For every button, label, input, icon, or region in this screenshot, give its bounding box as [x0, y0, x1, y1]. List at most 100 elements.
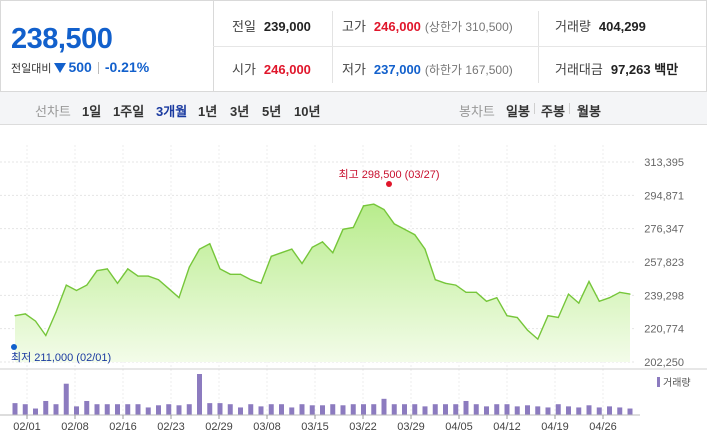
- price-point: [106, 268, 108, 270]
- volume-bar: [391, 404, 397, 415]
- volume-bar: [104, 404, 110, 415]
- low-price: 저가 237,000 (하한가 167,500): [342, 59, 513, 78]
- price-point: [588, 280, 590, 283]
- volume-bar: [53, 404, 59, 415]
- x-tick-label: 03/29: [397, 421, 425, 433]
- price-point: [229, 273, 231, 275]
- price-point: [75, 289, 78, 292]
- trade-amount: 거래대금 97,263 백만: [555, 59, 678, 78]
- open-price: 시가 246,000: [232, 59, 311, 78]
- volume: 거래량 404,299: [555, 16, 646, 35]
- period-1year[interactable]: 1년: [198, 104, 218, 119]
- price-point: [526, 329, 529, 331]
- volume-bar: [555, 404, 561, 415]
- candle-weekly[interactable]: 주봉: [541, 104, 565, 119]
- volume-bar: [463, 400, 469, 415]
- price-point: [547, 315, 549, 317]
- price-point: [280, 252, 283, 254]
- price-point: [424, 248, 426, 250]
- x-tick-label: 04/19: [541, 421, 569, 433]
- price-point: [55, 311, 57, 313]
- price-point: [393, 223, 395, 225]
- price-point: [455, 284, 457, 286]
- price-point: [475, 291, 477, 293]
- volume-bar: [156, 405, 161, 415]
- chart-annotations: 최고 298,500 (03/27) 최저 211,000 (02/01): [11, 168, 439, 364]
- x-tick-label: 03/08: [253, 421, 281, 433]
- amount-value: 97,263: [610, 62, 651, 77]
- volume-bar: [238, 407, 243, 415]
- amount-unit: 백만: [654, 62, 679, 77]
- y-tick-label: 294,871: [644, 190, 684, 202]
- volume-bar: [22, 404, 28, 415]
- volume-bar: [402, 404, 407, 415]
- volume-bar: [525, 405, 530, 415]
- volume-bar: [84, 400, 90, 415]
- divider: [332, 11, 333, 83]
- volume-bar: [596, 407, 602, 415]
- price-point: [86, 284, 88, 286]
- divider: [534, 103, 535, 114]
- current-price: 238,500: [11, 23, 113, 55]
- high-price: 고가 246,000 (상한가 310,500): [342, 16, 513, 35]
- volume-bar: [248, 404, 254, 415]
- price-point: [557, 316, 559, 319]
- price-point: [342, 228, 344, 230]
- volume-bar: [443, 404, 448, 415]
- lower-limit: (하한가 167,500): [424, 63, 513, 77]
- price-point: [373, 203, 375, 205]
- price-point: [496, 297, 498, 299]
- price-point: [96, 270, 98, 272]
- volume-bar: [43, 400, 49, 415]
- volume-bar: [340, 405, 346, 415]
- volume-bar: [371, 404, 377, 415]
- volume-bar: [135, 404, 141, 415]
- x-tick-label: 02/08: [61, 421, 89, 433]
- volume-value: 404,299: [598, 19, 646, 34]
- volume-bar: [484, 406, 489, 415]
- volume-bar: [12, 403, 18, 415]
- price-point: [45, 334, 47, 337]
- period-1day[interactable]: 1일: [82, 104, 102, 119]
- price-point: [321, 241, 324, 243]
- period-1week[interactable]: 1주일: [113, 104, 145, 119]
- x-tick-label: 02/16: [109, 421, 137, 433]
- volume-bar: [545, 407, 551, 415]
- volume-bar: [186, 404, 192, 415]
- volume-bar: [381, 398, 387, 415]
- volume-legend: 거래량: [657, 377, 691, 389]
- low-annotation: 최저 211,000 (02/01): [11, 351, 111, 364]
- period-5year[interactable]: 5년: [262, 104, 282, 119]
- volume-bar: [432, 404, 438, 415]
- y-tick-label: 202,250: [644, 357, 684, 369]
- price-point: [188, 266, 190, 268]
- x-tick-label: 03/22: [349, 421, 377, 433]
- candle-daily[interactable]: 일봉: [506, 104, 530, 119]
- price-point: [260, 282, 262, 284]
- period-10year[interactable]: 10년: [294, 104, 321, 119]
- price-point: [147, 275, 149, 277]
- volume-bar: [412, 404, 418, 415]
- volume-bar: [627, 408, 633, 415]
- y-axis: 313,395 294,871 276,347 257,823 239,298 220,7…: [644, 157, 684, 369]
- period-3year[interactable]: 3년: [230, 104, 250, 119]
- price-summary: 238,500 전일대비 500 -0.21% 전일 239,000 고가 246,00…: [0, 0, 707, 92]
- volume-bar: [566, 406, 571, 415]
- price-point: [14, 315, 16, 317]
- price-point: [301, 262, 303, 265]
- volume-bar: [268, 404, 274, 415]
- price-point: [24, 313, 26, 315]
- price-point: [239, 273, 242, 275]
- volume-bar: [115, 404, 120, 415]
- volume-bar: [217, 403, 223, 415]
- volume-legend-swatch: [657, 377, 660, 387]
- period-3month[interactable]: 3개월: [156, 104, 188, 119]
- y-tick-label: 220,774: [644, 324, 684, 336]
- volume-bar: [258, 406, 264, 415]
- low-value: 237,000: [373, 62, 421, 77]
- candle-monthly[interactable]: 월봉: [577, 104, 601, 119]
- price-point: [598, 300, 600, 302]
- low-label: 저가: [342, 62, 366, 77]
- volume-bar: [504, 404, 510, 415]
